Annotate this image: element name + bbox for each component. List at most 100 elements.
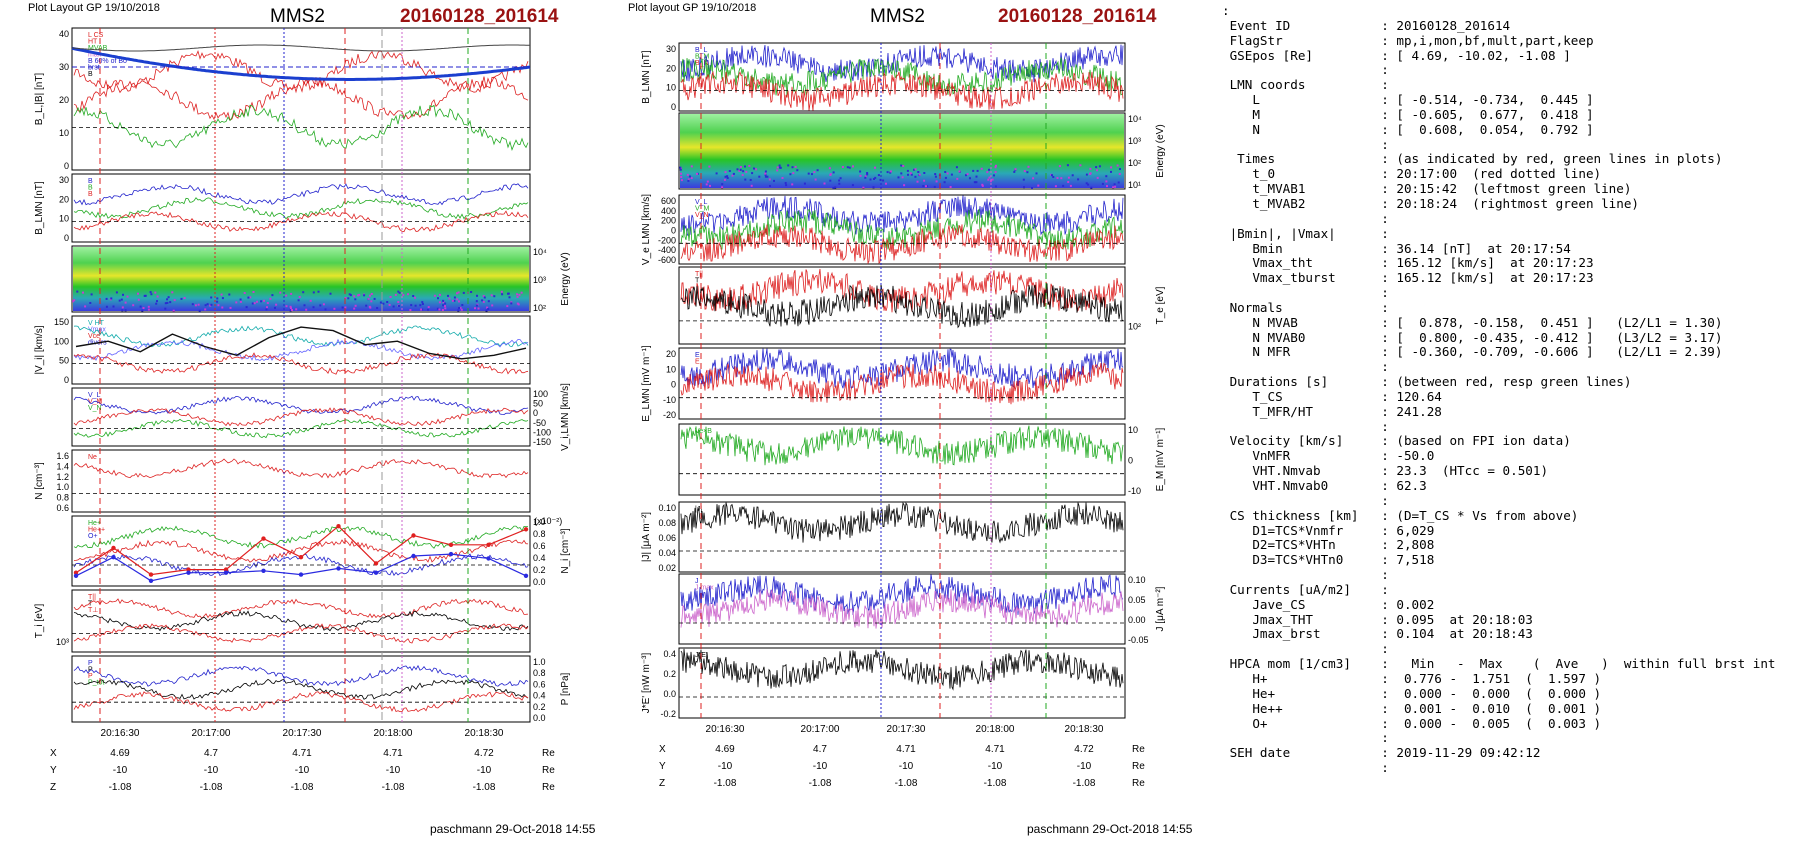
legend-entry: E (695, 352, 700, 359)
spectrogram-speckle (461, 304, 464, 306)
y-tick-label: 0 (671, 380, 676, 390)
spectrogram-speckle (137, 292, 139, 295)
spectrogram-speckle (72, 300, 75, 303)
y-tick-label: 0.06 (658, 533, 676, 543)
summary-line: Normals : (1229, 299, 1389, 315)
legend-entry: HT (88, 39, 98, 46)
spectrogram-speckle (210, 303, 213, 306)
spectrogram-speckle (742, 170, 745, 173)
position-row-label: Z (659, 778, 665, 789)
spectrogram-speckle (358, 293, 361, 296)
y-tick-label-right: 10 (1128, 425, 1138, 435)
time-tick-label: 20:18:30 (1065, 724, 1104, 735)
spectrogram-speckle (156, 295, 159, 298)
y-tick-label: 0 (64, 161, 69, 171)
y-axis-label-right: J [μA m⁻²] (1155, 586, 1166, 631)
position-unit: Re (542, 748, 555, 759)
spectrogram-speckle (914, 175, 917, 178)
data-trace (73, 678, 529, 700)
spectrogram-speckle (73, 299, 76, 302)
spectrogram-speckle (975, 175, 978, 178)
panel-frame (678, 42, 1126, 112)
data-trace (680, 425, 1124, 466)
spectrogram-speckle (154, 291, 157, 294)
summary-line: T_MFR/HT : 241.28 (1252, 403, 1442, 419)
spectrogram-speckle (789, 173, 792, 176)
legend-entry: B (88, 185, 93, 192)
spectrogram-speckle (459, 306, 462, 309)
y-tick-label-right: 0.00 (1128, 615, 1146, 625)
data-trace (73, 598, 529, 620)
spectrogram-speckle (410, 304, 413, 307)
position-value: 4.69 (715, 744, 735, 755)
spectrogram-speckle (344, 306, 347, 309)
summary-line: : (1381, 62, 1389, 78)
spectrogram-speckle (723, 178, 726, 181)
spectrogram-speckle (923, 172, 926, 174)
position-value: -1.08 (200, 782, 223, 793)
spectrogram-speckle (807, 172, 810, 175)
y-tick-label-right: 0.6 (533, 541, 546, 551)
spectrogram-speckle (487, 300, 490, 303)
spectrogram-speckle (260, 300, 263, 303)
spectrogram-speckle (169, 301, 172, 304)
y-axis-label: B_LMN [nT] (641, 50, 652, 104)
y-axis-label: |V_i| [km/s] (34, 325, 45, 374)
spectrogram-speckle (376, 307, 379, 309)
spectrogram-speckle (271, 294, 274, 297)
spectrogram-speckle (1119, 168, 1121, 170)
panel-frame (678, 112, 1126, 190)
spectrogram-speckle (994, 171, 997, 174)
position-value: -10 (477, 765, 492, 776)
data-trace (680, 362, 1124, 405)
position-value: -1.08 (382, 782, 405, 793)
spectrogram-speckle (744, 178, 747, 181)
panel-je: -0.20.00.20.4J*E' [nW m⁻³]J*E' (641, 647, 1126, 719)
legend-entry: brst (88, 65, 100, 72)
spectrogram-speckle (397, 290, 400, 293)
spectrogram-speckle (458, 300, 460, 303)
data-trace (73, 49, 529, 94)
spectrogram-speckle (981, 183, 984, 186)
y-tick-label-right: 0.2 (533, 565, 546, 575)
spectrogram-speckle (90, 293, 93, 296)
summary-line: HPCA mom [1/cm3] : Min - Max ( Ave ) wit… (1229, 656, 1776, 672)
spectrogram-speckle (949, 186, 952, 188)
legend-entry: B_M (695, 54, 710, 61)
spectrogram-speckle (901, 176, 904, 179)
position-value: 4.69 (110, 748, 130, 759)
spectrogram-speckle (1023, 170, 1026, 173)
spectrogram-speckle (397, 301, 400, 303)
y-tick-label-right: 0.10 (1128, 575, 1146, 585)
spectrogram-speckle (679, 166, 682, 169)
spectrogram-speckle (456, 298, 459, 301)
spectrogram-speckle (132, 304, 135, 307)
summary-line: VnMFR : -50.0 (1252, 448, 1435, 464)
spectrogram-speckle (167, 296, 170, 299)
spectrogram-speckle (910, 173, 913, 176)
spectrogram-speckle (439, 293, 441, 296)
panel-frame (678, 266, 1126, 345)
spectrogram-speckle (1031, 187, 1033, 189)
panel-frame (71, 27, 531, 171)
legend-entry: max (88, 52, 102, 59)
spectrogram-speckle (285, 305, 288, 308)
spectrogram-speckle (785, 184, 788, 187)
spectrogram-speckle (736, 168, 739, 171)
spectrogram-speckle (680, 176, 683, 178)
spectrogram-speckle (433, 294, 436, 297)
spectrogram-speckle (773, 179, 775, 182)
spectrogram-speckle (706, 180, 709, 183)
spectrogram-speckle (198, 309, 201, 312)
spectrogram-speckle (427, 306, 430, 309)
y-tick-label: 200 (661, 216, 676, 226)
summary-line: : (1381, 418, 1389, 434)
panel-frame (71, 173, 531, 243)
spectrogram-speckle (859, 170, 862, 173)
y-tick-label: 0.6 (56, 503, 69, 513)
right-figure-plot: 0 10 20 30 B_LMN [nT] B_LB_MB_N 10¹ 10² 10³ 10⁴ En… (641, 42, 1166, 789)
legend-entry: V_M (695, 206, 710, 213)
y-tick-label-right: 10² (1128, 158, 1141, 168)
spectrogram-speckle (289, 309, 292, 312)
